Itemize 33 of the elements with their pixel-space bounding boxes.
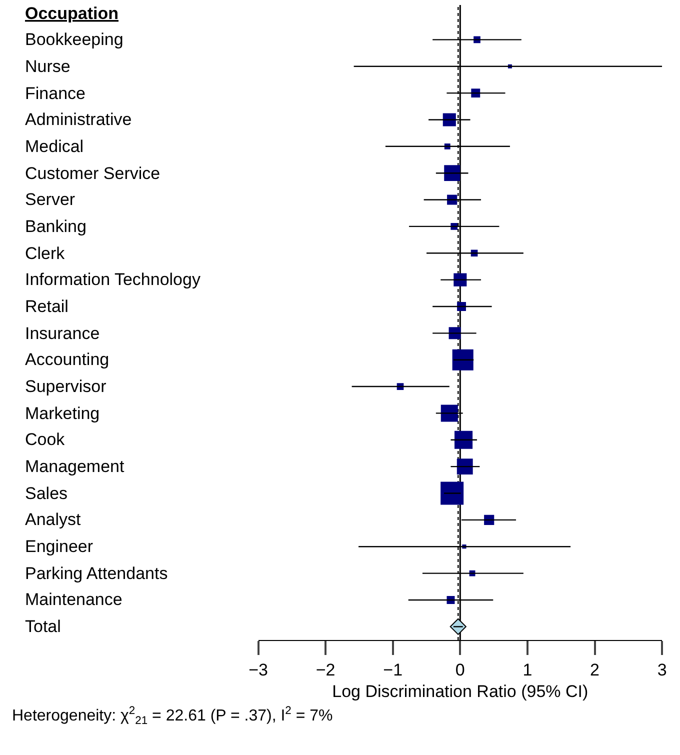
y-tick-label: Parking Attendants — [25, 564, 168, 583]
y-tick-label: Total — [25, 617, 61, 636]
y-tick-label: Supervisor — [25, 377, 107, 396]
y-tick-label: Accounting — [25, 350, 110, 369]
x-tick-label: 2 — [590, 660, 600, 680]
x-axis-title: Log Discrimination Ratio (95% CI) — [332, 682, 588, 701]
y-tick-label: Retail — [25, 297, 68, 316]
y-tick-label: Information Technology — [25, 270, 201, 289]
x-tick-label: 0 — [455, 660, 465, 680]
y-axis-title: Occupation — [25, 4, 119, 23]
y-tick-label: Cook — [25, 430, 66, 449]
y-tick-label: Finance — [25, 84, 86, 103]
y-tick-label: Clerk — [25, 244, 66, 263]
y-tick-label: Maintenance — [25, 590, 122, 609]
y-tick-label: Banking — [25, 217, 86, 236]
x-tick-label: 1 — [522, 660, 532, 680]
y-tick-label: Medical — [25, 137, 84, 156]
x-tick-label: −3 — [248, 660, 268, 680]
y-tick-label: Administrative — [25, 110, 132, 129]
y-tick-label: Customer Service — [25, 164, 160, 183]
y-tick-label: Engineer — [25, 537, 94, 556]
y-tick-label: Sales — [25, 484, 68, 503]
x-tick-label: −2 — [316, 660, 336, 680]
y-tick-label: Analyst — [25, 510, 82, 529]
text: Heterogeneity: χ$^{2}$$_{21}$ = 22.61 (P = .37), I$^{2}$ = 7% — [12, 705, 333, 728]
y-tick-label: Nurse — [25, 57, 70, 76]
y-tick-label: Management — [25, 457, 125, 476]
x-tick-label: −1 — [383, 660, 403, 680]
y-tick-label: Server — [25, 190, 76, 209]
y-tick-label: Insurance — [25, 324, 100, 343]
x-tick-label: 3 — [657, 660, 667, 680]
y-tick-label: Bookkeeping — [25, 30, 124, 49]
y-tick-label: Marketing — [25, 404, 100, 423]
